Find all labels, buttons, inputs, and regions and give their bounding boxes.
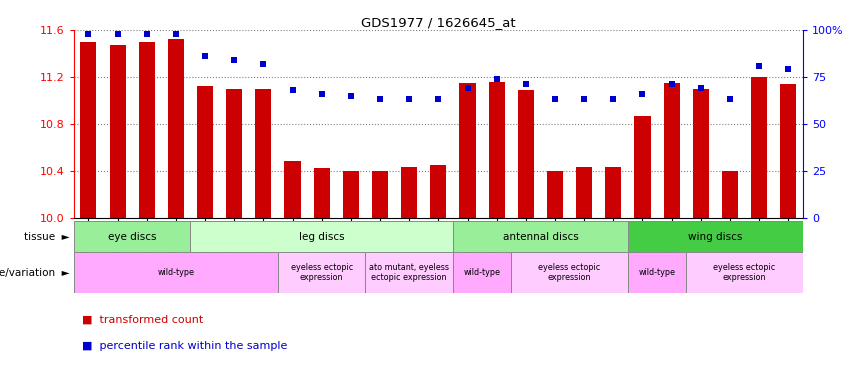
Bar — [511, 252, 628, 293]
Bar — [365, 252, 453, 293]
Bar — [453, 252, 511, 293]
Bar — [168, 39, 184, 218]
Text: eyeless ectopic
expression: eyeless ectopic expression — [713, 263, 776, 282]
Bar — [197, 86, 213, 218]
Bar — [628, 252, 687, 293]
Bar — [751, 77, 767, 218]
Text: ato mutant, eyeless
ectopic expression: ato mutant, eyeless ectopic expression — [369, 263, 449, 282]
Bar — [431, 165, 446, 218]
Bar — [664, 83, 680, 218]
Text: tissue  ►: tissue ► — [23, 232, 69, 242]
Bar — [81, 42, 96, 218]
Bar — [401, 167, 418, 217]
Bar — [278, 252, 365, 293]
Bar — [285, 161, 300, 218]
Bar — [74, 252, 278, 293]
Text: wild-type: wild-type — [464, 268, 501, 277]
Bar — [489, 82, 504, 218]
Bar — [227, 88, 242, 218]
Bar — [693, 88, 709, 218]
Text: leg discs: leg discs — [299, 232, 345, 242]
Bar — [635, 116, 650, 218]
Text: eyeless ectopic
expression: eyeless ectopic expression — [538, 263, 601, 282]
Text: ■  transformed count: ■ transformed count — [82, 315, 204, 324]
Bar — [313, 168, 330, 217]
Text: eye discs: eye discs — [108, 232, 156, 242]
Bar — [547, 171, 563, 217]
Bar — [74, 221, 190, 252]
Text: wild-type: wild-type — [157, 268, 194, 277]
Bar — [576, 167, 592, 217]
Title: GDS1977 / 1626645_at: GDS1977 / 1626645_at — [361, 16, 516, 29]
Text: ■  percentile rank within the sample: ■ percentile rank within the sample — [82, 341, 288, 351]
Bar — [518, 90, 534, 218]
Bar — [459, 83, 476, 218]
Bar — [722, 171, 738, 217]
Bar — [372, 171, 388, 217]
Text: wing discs: wing discs — [688, 232, 743, 242]
Bar — [190, 221, 453, 252]
Bar — [255, 88, 272, 218]
Bar — [109, 45, 126, 218]
Bar — [343, 171, 358, 217]
Bar — [780, 84, 796, 218]
Bar — [139, 42, 155, 218]
Text: eyeless ectopic
expression: eyeless ectopic expression — [291, 263, 352, 282]
Text: genotype/variation  ►: genotype/variation ► — [0, 268, 69, 278]
Text: wild-type: wild-type — [639, 268, 675, 277]
Bar — [687, 252, 803, 293]
Bar — [453, 221, 628, 252]
Text: antennal discs: antennal discs — [503, 232, 578, 242]
Bar — [628, 221, 803, 252]
Bar — [605, 167, 621, 217]
